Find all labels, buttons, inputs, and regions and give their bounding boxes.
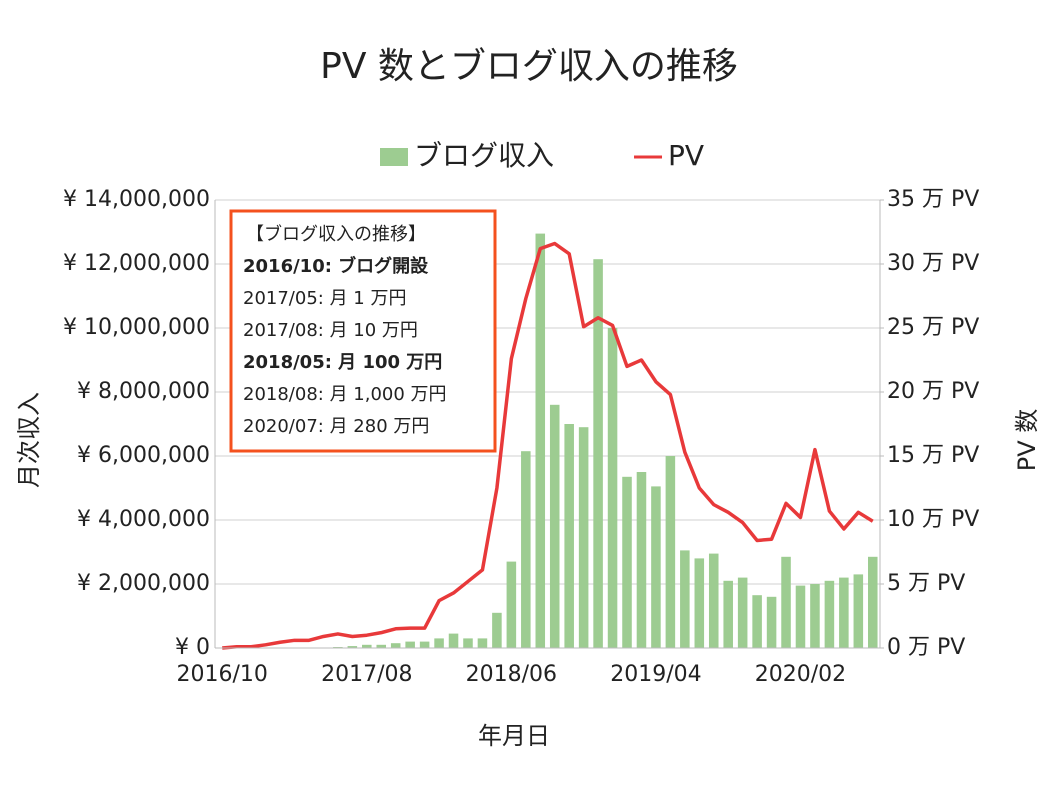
- bar: [463, 638, 473, 648]
- bar: [868, 556, 878, 648]
- y-tick-label: ¥ 8,000,000: [77, 379, 210, 404]
- chart-title: PV 数とブログ収入の推移: [320, 46, 738, 87]
- y2-tick-label: 30 万 PV: [887, 251, 979, 276]
- bar: [434, 638, 444, 648]
- bar: [390, 643, 401, 648]
- bar: [636, 472, 647, 648]
- bar: [405, 641, 415, 648]
- bar: [752, 595, 762, 648]
- x-tick-label: 2019/04: [610, 662, 701, 687]
- annotation-box: [229, 209, 497, 453]
- bar: [492, 612, 502, 648]
- bar: [506, 561, 517, 648]
- bar: [708, 553, 719, 648]
- annotation-title: 【ブログ収入の推移】: [246, 223, 426, 245]
- bar: [549, 404, 560, 648]
- y2-tick-label: 15 万 PV: [887, 443, 979, 468]
- y-tick-label: ¥ 4,000,000: [77, 507, 210, 532]
- bar: [839, 577, 849, 648]
- legend-label: ブログ収入: [414, 139, 554, 172]
- bar: [694, 558, 705, 648]
- bar: [665, 456, 676, 648]
- y-tick-label: ¥ 0: [175, 635, 210, 660]
- annotation-line: 2017/05: 月 1 万円: [243, 288, 406, 309]
- x-axis-title: 年月日: [478, 722, 550, 750]
- bar: [766, 596, 777, 648]
- y2-tick-label: 5 万 PV: [887, 571, 965, 596]
- legend-swatch: [380, 148, 408, 166]
- y-axis-title: 月次収入: [15, 392, 43, 488]
- annotation-line: 2018/05: 月 100 万円: [243, 352, 442, 373]
- x-tick-label: 2020/02: [755, 662, 846, 687]
- bar: [362, 644, 372, 648]
- x-tick-label: 2018/06: [466, 662, 557, 687]
- bar: [593, 259, 603, 648]
- y-tick-label: ¥ 6,000,000: [77, 443, 210, 468]
- bar: [795, 585, 806, 648]
- bar: [477, 638, 488, 648]
- bar: [853, 574, 864, 648]
- bar: [810, 584, 820, 648]
- bar: [651, 486, 661, 648]
- x-tick-label: 2016/10: [177, 662, 268, 687]
- bar: [680, 550, 690, 648]
- y2-tick-label: 10 万 PV: [887, 507, 979, 532]
- bar: [723, 580, 733, 648]
- y-tick-label: ¥ 2,000,000: [77, 571, 210, 596]
- annotation-line: 2020/07: 月 280 万円: [243, 416, 429, 437]
- y2-tick-label: 25 万 PV: [887, 315, 979, 340]
- bar: [419, 641, 430, 648]
- bar: [347, 646, 358, 648]
- bar: [448, 633, 459, 648]
- bar: [824, 580, 835, 648]
- x-tick-label: 2017/08: [321, 662, 412, 687]
- bar: [607, 328, 618, 648]
- bar: [737, 577, 748, 648]
- bar: [564, 424, 574, 648]
- annotation-line: 2017/08: 月 10 万円: [243, 320, 418, 341]
- bar: [781, 556, 791, 648]
- legend-label: PV: [668, 139, 704, 172]
- y-tick-label: ¥ 12,000,000: [63, 251, 210, 276]
- y2-axis-title: PV 数: [1013, 409, 1041, 472]
- bar: [535, 233, 546, 648]
- pv-line: [222, 241, 874, 650]
- y2-tick-label: 35 万 PV: [887, 187, 979, 212]
- y2-tick-label: 20 万 PV: [887, 379, 979, 404]
- bar: [521, 451, 531, 648]
- y2-tick-label: 0 万 PV: [887, 635, 965, 660]
- bar: [622, 476, 632, 648]
- y-tick-label: ¥ 14,000,000: [63, 187, 210, 212]
- annotation-line: 2016/10: ブログ開設: [243, 255, 429, 277]
- y-tick-label: ¥ 10,000,000: [63, 315, 210, 340]
- bar: [376, 644, 387, 648]
- annotation-line: 2018/08: 月 1,000 万円: [243, 384, 447, 405]
- bar: [578, 427, 589, 648]
